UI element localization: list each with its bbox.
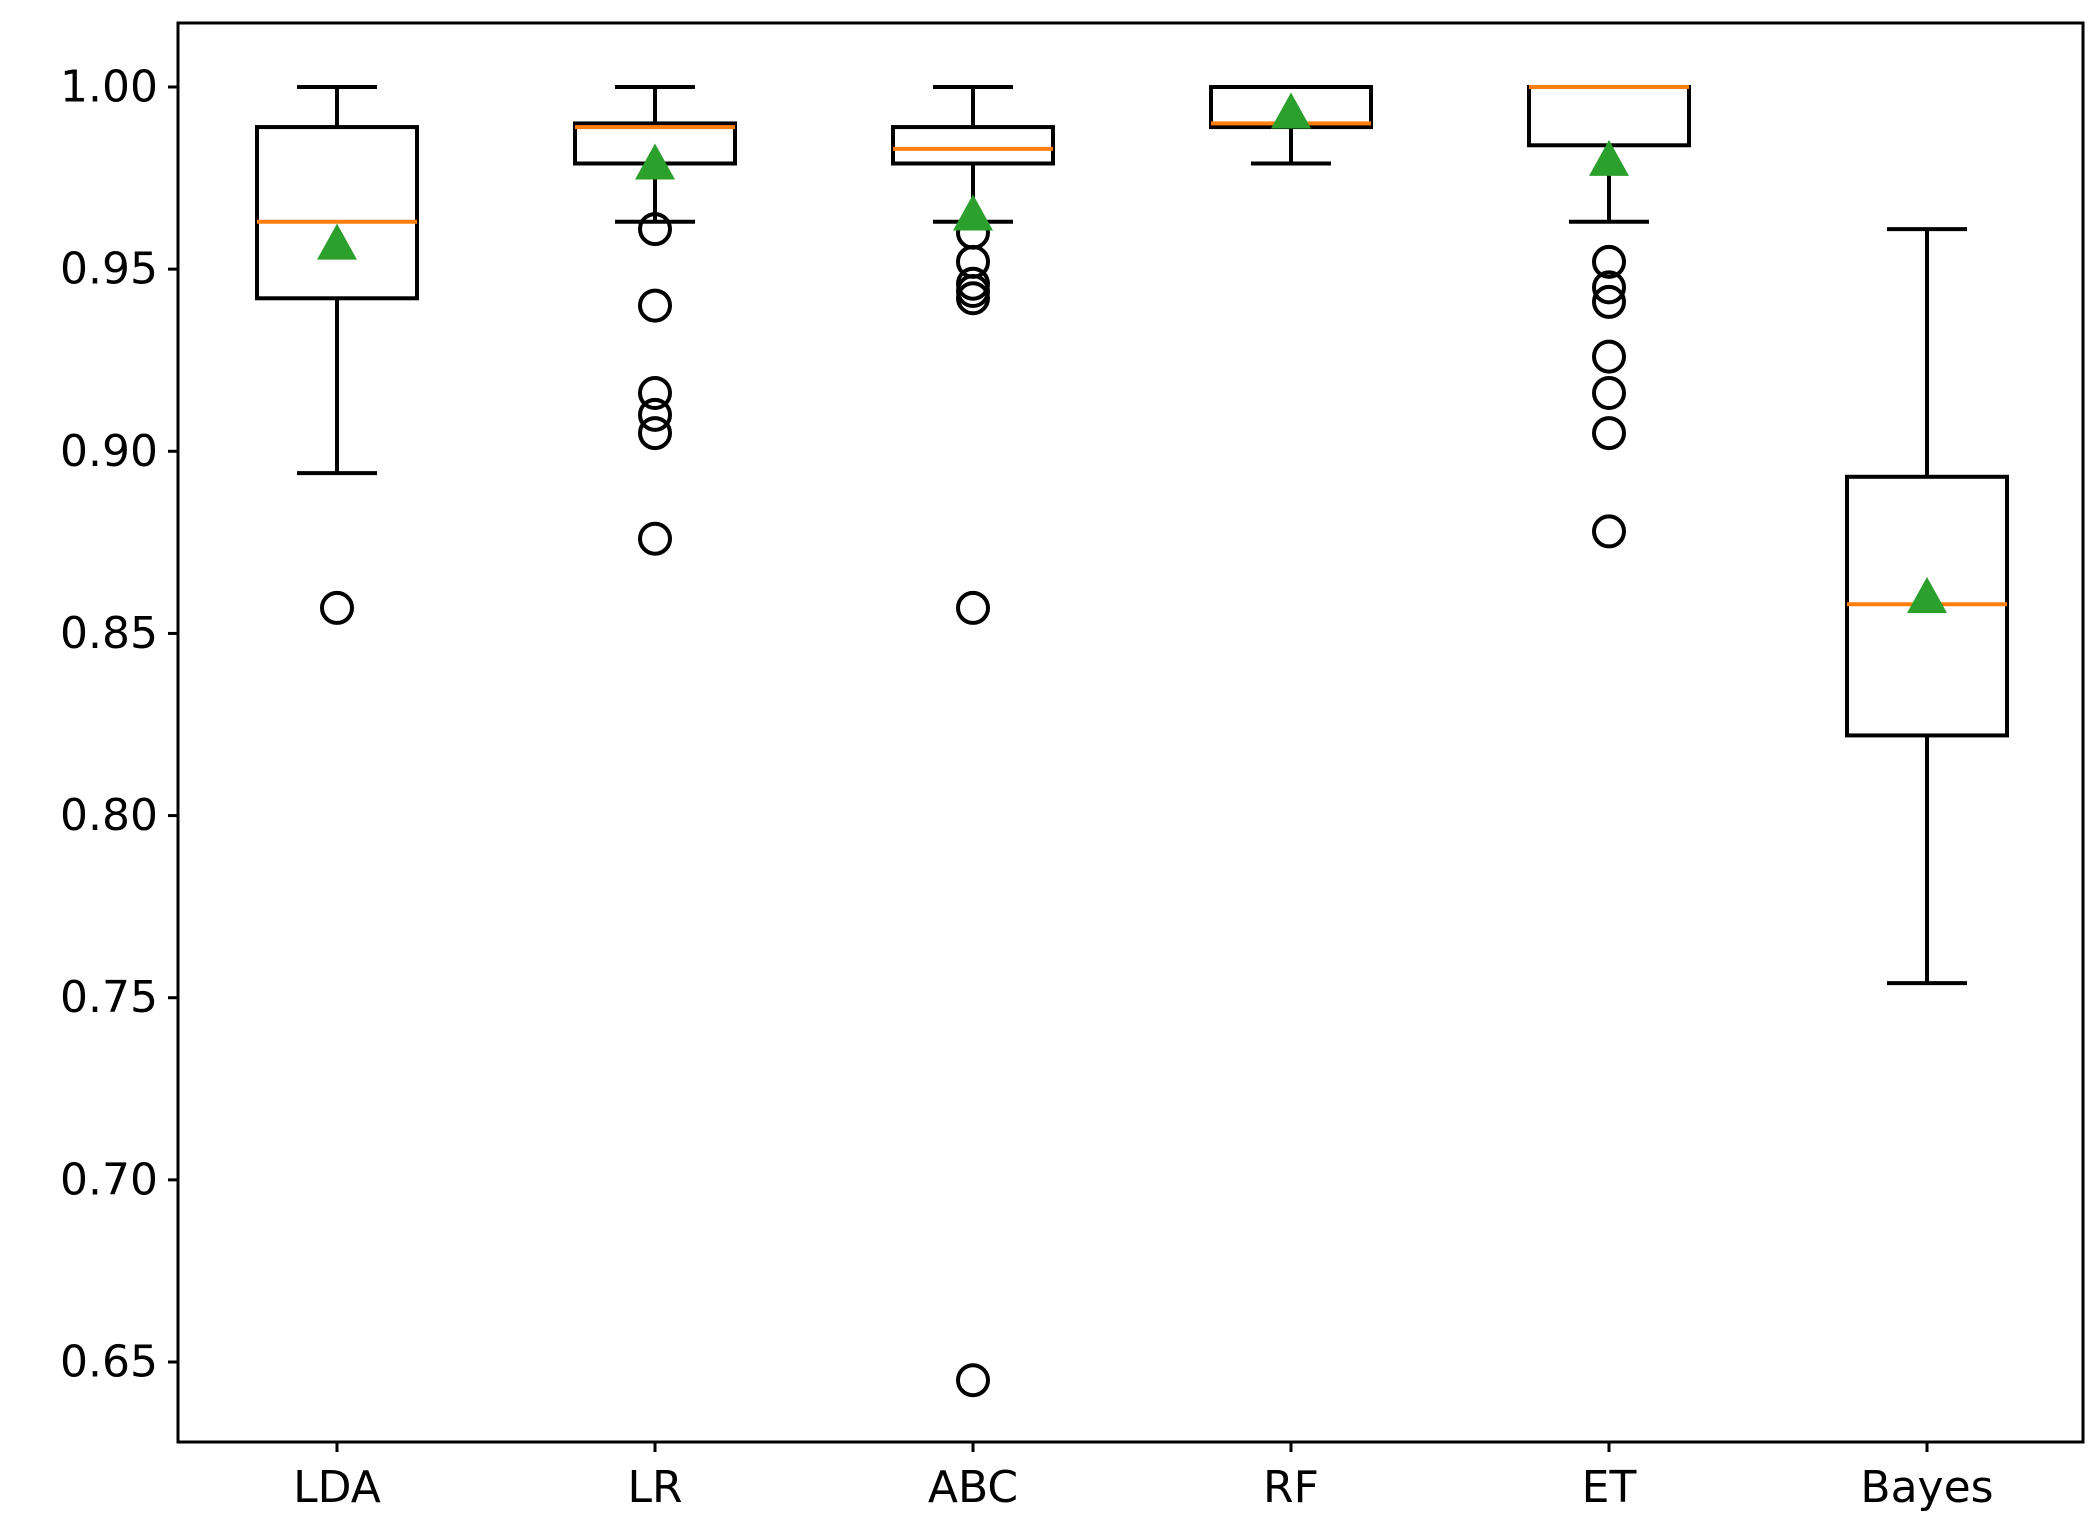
outlier-point — [638, 288, 672, 323]
outlier-point — [956, 281, 990, 316]
outlier-point — [1592, 270, 1626, 305]
box-group-bayes — [1845, 227, 2009, 986]
box — [891, 125, 1055, 166]
y-tick-label: 0.75 — [60, 972, 158, 1023]
box-group-lr — [573, 85, 737, 556]
y-tick-label: 0.90 — [60, 426, 158, 477]
box — [1527, 85, 1691, 148]
outlier-point — [956, 590, 990, 625]
mean-marker — [1589, 139, 1629, 176]
x-tick-label-bayes: Bayes — [1860, 1462, 1993, 1513]
y-tick-label: 0.85 — [60, 608, 158, 659]
x-tick-label-lda: LDA — [293, 1462, 381, 1513]
outlier-point — [638, 416, 672, 451]
mean-marker — [1907, 577, 1947, 613]
outlier-point — [638, 521, 672, 556]
box-group-abc — [891, 85, 1055, 1398]
y-tick-label: 0.65 — [60, 1337, 158, 1388]
outlier-point — [1592, 376, 1626, 410]
outlier-point — [1592, 244, 1626, 279]
box — [255, 125, 419, 301]
outlier-point — [638, 212, 672, 247]
outlier-point — [956, 1363, 990, 1398]
box-group-et — [1527, 85, 1691, 549]
outlier-point — [320, 590, 354, 625]
axes-frame — [176, 21, 2085, 1444]
mean-marker — [317, 223, 357, 260]
outlier-point — [1592, 339, 1626, 374]
box-group-lda — [255, 85, 419, 625]
mean-marker — [1271, 92, 1311, 129]
outlier-point — [1592, 416, 1626, 451]
axes: 0.65 0.70 0.75 0.80 0.85 0.90 0.95 1.00 LDA LR ABC… — [60, 62, 1994, 1514]
y-tick-label: 0.70 — [60, 1154, 158, 1205]
plot-area — [255, 85, 2009, 1398]
x-tick-label-rf: RF — [1263, 1462, 1319, 1513]
outlier-point — [638, 376, 672, 410]
box-group-rf — [1209, 85, 1373, 166]
x-tick-label-abc: ABC — [928, 1462, 1018, 1513]
outlier-point — [1592, 284, 1626, 319]
mean-marker — [635, 143, 675, 180]
mean-marker — [953, 194, 993, 231]
x-tick-label-lr: LR — [627, 1462, 682, 1513]
y-tick-label: 1.00 — [60, 62, 158, 113]
outlier-point — [956, 274, 990, 308]
x-tick-label-et: ET — [1582, 1462, 1637, 1513]
outlier-point — [638, 397, 672, 432]
outlier-point — [1592, 514, 1626, 549]
y-tick-label: 0.80 — [60, 790, 158, 841]
y-tick-label: 0.95 — [60, 244, 158, 295]
